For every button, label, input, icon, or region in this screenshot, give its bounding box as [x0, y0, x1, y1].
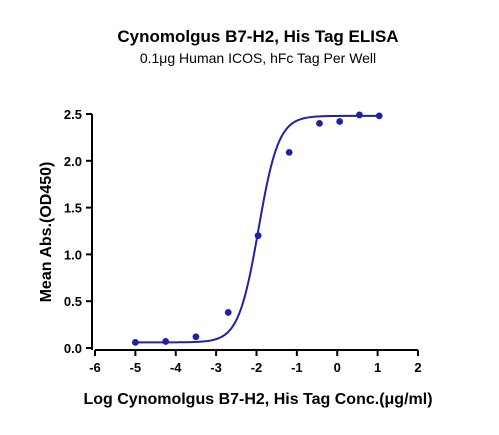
data-point	[285, 148, 293, 156]
x-tick-label: -4	[170, 360, 182, 375]
x-axis-label: Log Cynomolgus B7-H2, His Tag Conc.(μg/m…	[83, 391, 432, 408]
x-tick-label: -2	[251, 360, 263, 375]
x-tick-label: -6	[89, 360, 101, 375]
y-tick-label: 1.5	[64, 201, 82, 216]
ticks: -6 -5 -4 -3 -2 -1 0 1 2 0.0 0.5 1.0 1.5 2.0 2.5	[64, 107, 422, 375]
y-tick-label: 1.0	[64, 247, 82, 262]
data-point	[224, 309, 232, 316]
y-axis-label: Mean Abs.(OD450)	[38, 162, 55, 303]
data-point	[356, 111, 363, 119]
data-point	[131, 338, 139, 346]
chart-subtitle: 0.1μg Human ICOS, hFc Tag Per Well	[140, 50, 376, 66]
chart-title: Cynomolgus B7-H2, His Tag ELISA	[117, 27, 398, 46]
x-tick-label: -1	[291, 360, 303, 375]
data-point	[162, 338, 170, 345]
y-tick-label: 2.5	[64, 107, 82, 122]
data-points	[131, 111, 383, 346]
axes	[91, 114, 418, 351]
y-tick-label: 0.0	[64, 341, 82, 356]
y-tick-label: 2.0	[64, 154, 82, 169]
data-point	[192, 333, 200, 341]
data-point	[254, 232, 262, 240]
x-tick-label: 0	[334, 360, 341, 375]
x-tick-label: -3	[210, 360, 222, 375]
fit-curve-group	[135, 114, 380, 344]
y-tick-label: 0.5	[64, 294, 82, 309]
x-tick-label: 1	[374, 360, 381, 375]
x-tick-label: -5	[130, 360, 142, 375]
data-point	[375, 112, 383, 120]
x-tick-label: 2	[414, 360, 421, 375]
data-point	[336, 118, 344, 125]
fit-curve	[135, 114, 380, 344]
data-point	[316, 119, 323, 127]
